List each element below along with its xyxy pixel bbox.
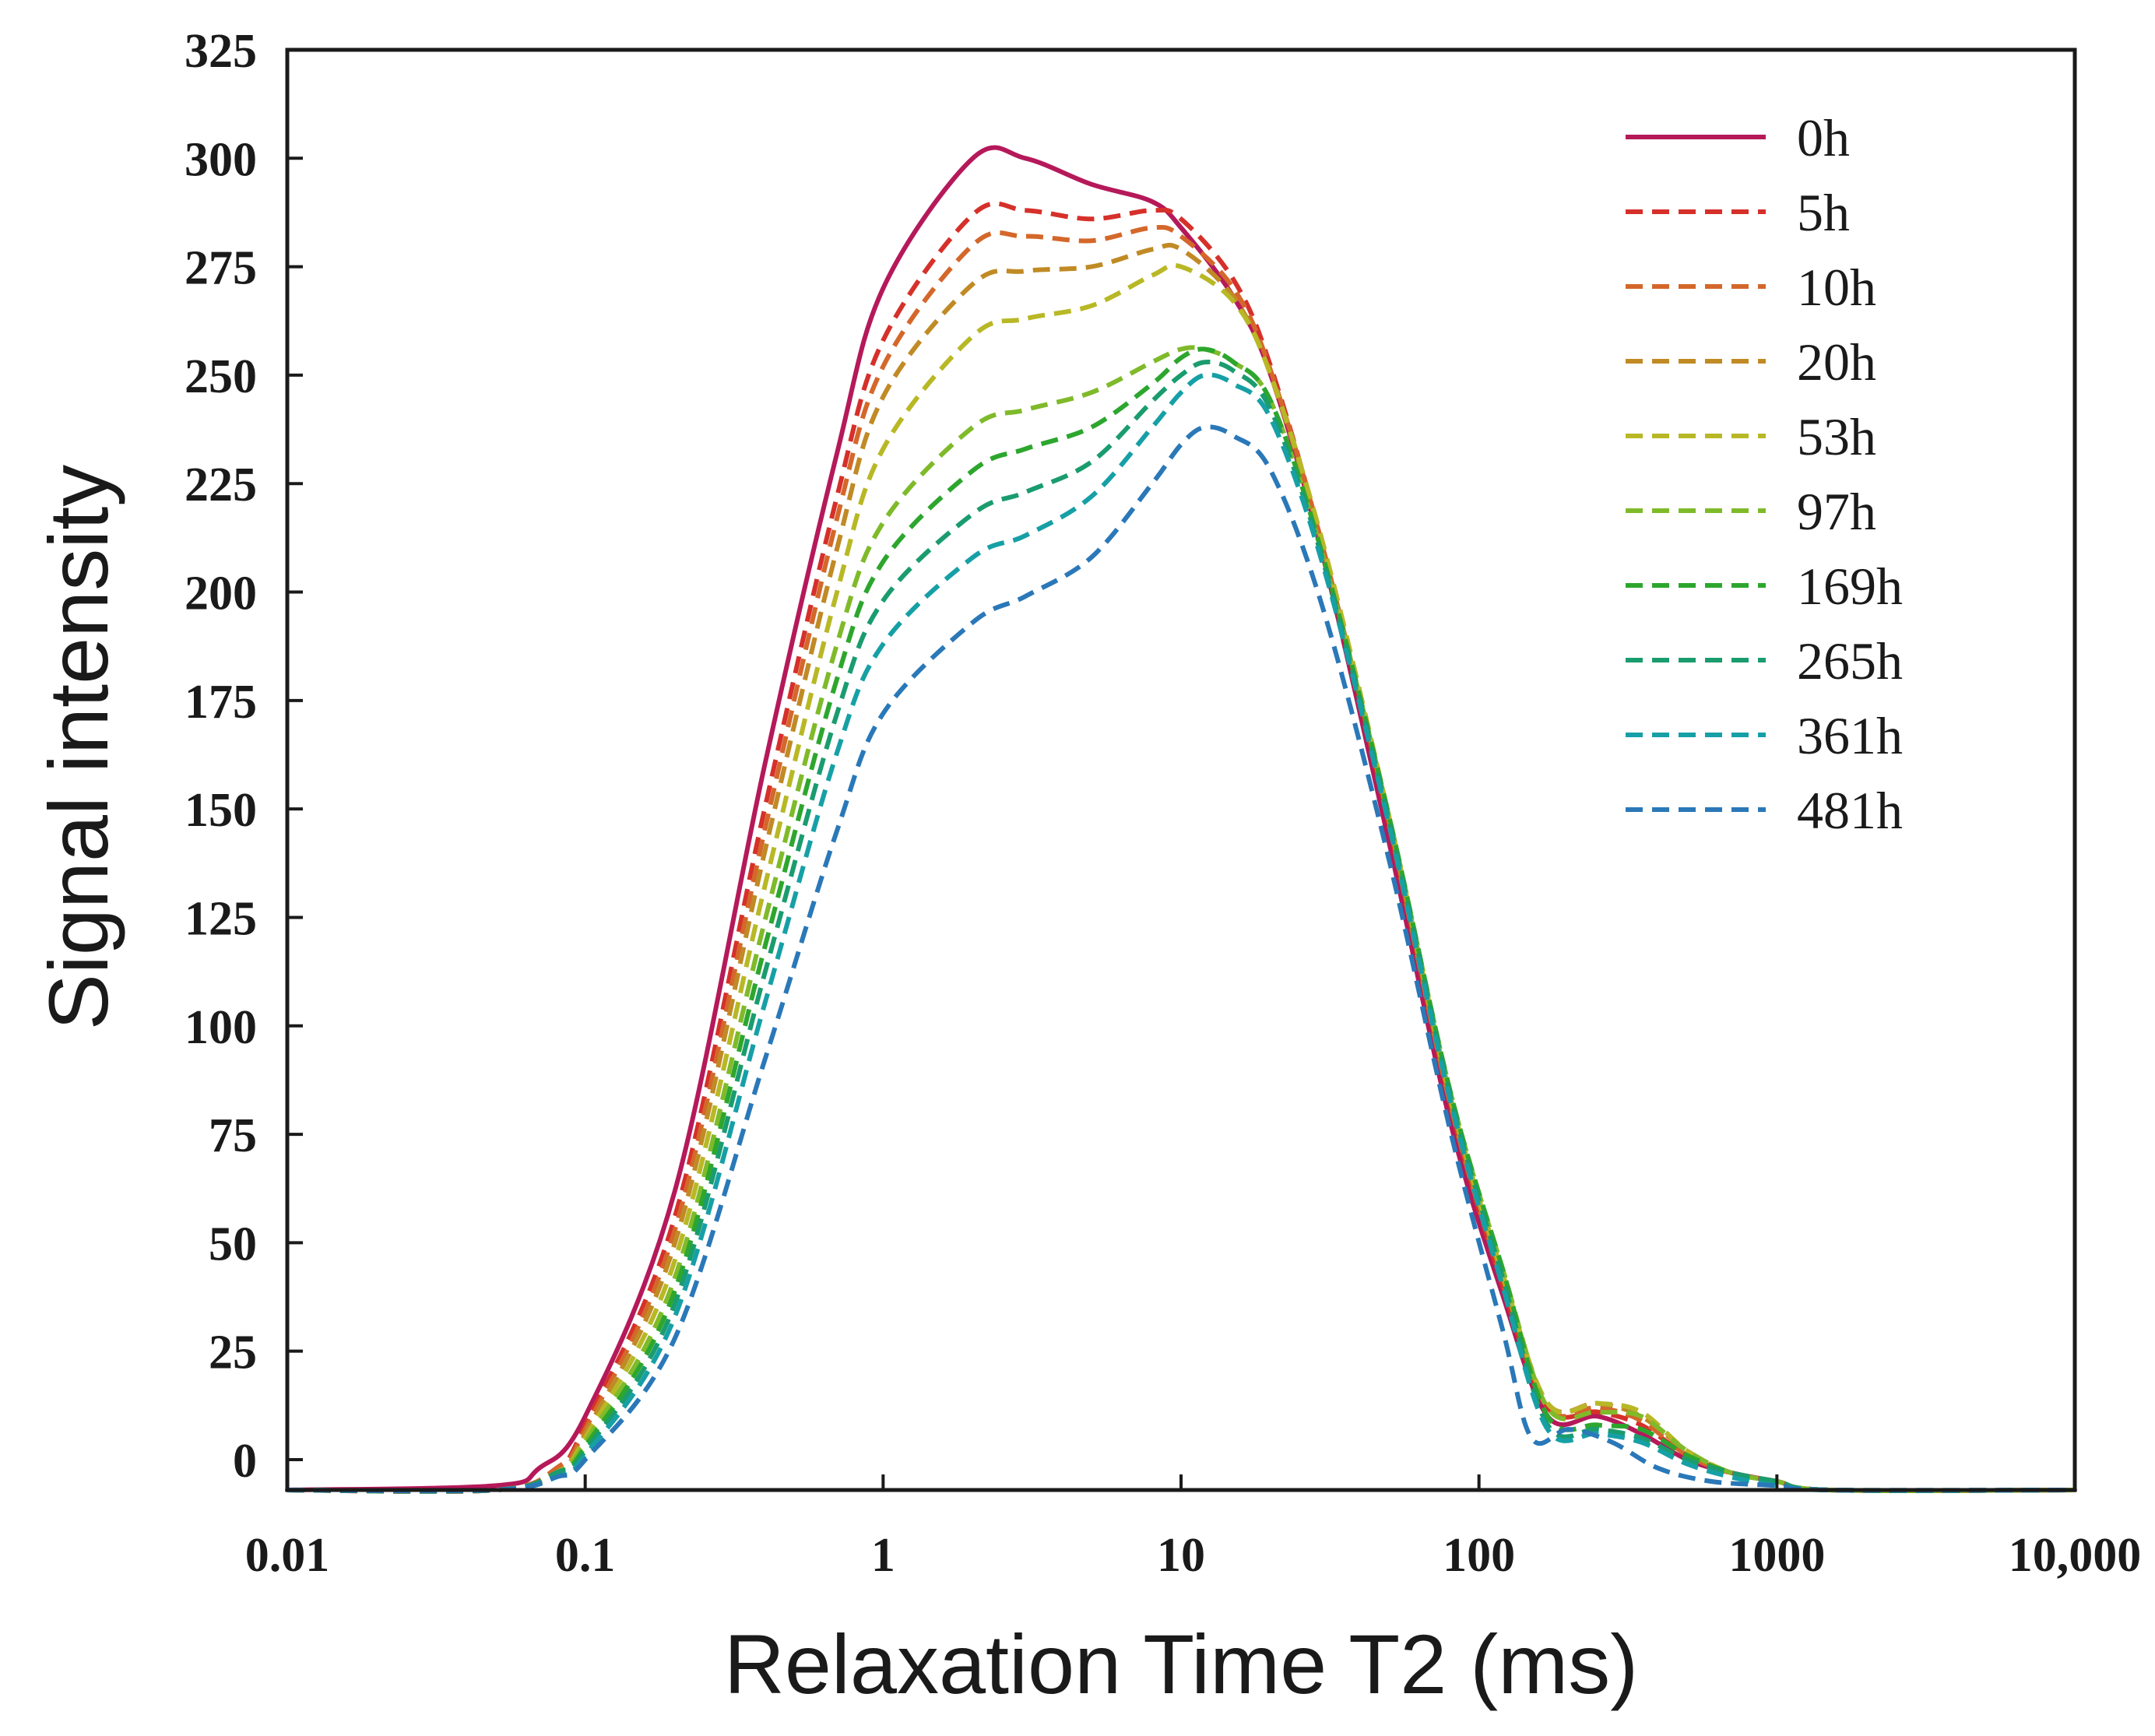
y-tick-label: 300 xyxy=(185,133,257,186)
x-tick-label: 0.01 xyxy=(245,1529,330,1582)
legend-label: 53h xyxy=(1797,407,1876,466)
x-tick-label: 10,000 xyxy=(2009,1529,2142,1582)
x-axis-ticks: 0.01 0.1 1 10 100 1000 10,000 xyxy=(245,1474,2142,1582)
legend-label: 0h xyxy=(1797,108,1850,167)
series-line-5h xyxy=(287,201,2076,1495)
y-tick-label: 50 xyxy=(209,1218,257,1270)
y-axis-title: Signal intensity xyxy=(31,465,125,1030)
legend: 0h 5h 10h 20h 53h 97h 169h 265h 361h 481h xyxy=(1626,108,1903,840)
y-tick-label: 150 xyxy=(185,784,257,837)
y-tick-label: 225 xyxy=(185,459,257,511)
legend-label: 265h xyxy=(1797,631,1903,691)
series-line-265h xyxy=(287,360,2076,1494)
series-layer xyxy=(285,145,2077,1495)
y-tick-label: 275 xyxy=(185,242,257,295)
x-tick-label: 100 xyxy=(1443,1529,1515,1582)
legend-label: 169h xyxy=(1797,557,1903,616)
y-tick-label: 75 xyxy=(209,1109,257,1162)
x-tick-label: 1 xyxy=(871,1529,895,1582)
series-line-10h xyxy=(287,224,2076,1495)
y-tick-label: 325 xyxy=(185,25,257,78)
y-tick-label: 200 xyxy=(185,568,257,620)
x-tick-label: 0.1 xyxy=(555,1529,616,1582)
series-line-481h xyxy=(287,424,2076,1494)
y-tick-label: 175 xyxy=(185,676,257,729)
y-tick-label: 0 xyxy=(233,1435,257,1488)
x-tick-label: 10 xyxy=(1157,1529,1205,1582)
legend-label: 361h xyxy=(1797,706,1903,765)
y-axis-ticks: 0 25 50 75 100 125 150 175 200 225 250 275 300 325 xyxy=(185,25,303,1488)
legend-label: 481h xyxy=(1797,781,1903,840)
legend-label: 97h xyxy=(1797,482,1876,541)
legend-label: 5h xyxy=(1797,183,1850,242)
y-tick-label: 100 xyxy=(185,1001,257,1054)
legend-label: 20h xyxy=(1797,332,1876,392)
series-line-361h xyxy=(287,372,2076,1494)
y-tick-label: 250 xyxy=(185,350,257,403)
series-line-53h xyxy=(287,262,2076,1494)
legend-label: 10h xyxy=(1797,258,1876,317)
series-line-169h xyxy=(287,346,2076,1494)
y-tick-label: 125 xyxy=(185,892,257,945)
x-axis-title: Relaxation Time T2 (ms) xyxy=(724,1617,1638,1711)
x-tick-label: 1000 xyxy=(1728,1529,1825,1582)
y-tick-label: 25 xyxy=(209,1327,257,1379)
